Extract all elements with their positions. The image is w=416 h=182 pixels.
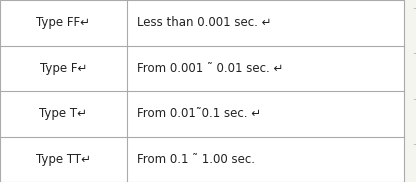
Text: From 0.1 ˜ 1.00 sec.: From 0.1 ˜ 1.00 sec. bbox=[137, 153, 255, 166]
Text: +: + bbox=[413, 95, 416, 104]
Text: +: + bbox=[413, 49, 416, 58]
Text: Type F↵: Type F↵ bbox=[40, 62, 87, 75]
Text: From 0.001 ˜ 0.01 sec. ↵: From 0.001 ˜ 0.01 sec. ↵ bbox=[137, 62, 284, 75]
Text: +: + bbox=[413, 4, 416, 13]
Text: Type TT↵: Type TT↵ bbox=[36, 153, 91, 166]
Text: Less than 0.001 sec. ↵: Less than 0.001 sec. ↵ bbox=[137, 16, 272, 29]
Text: Type FF↵: Type FF↵ bbox=[37, 16, 90, 29]
Text: Type T↵: Type T↵ bbox=[40, 107, 87, 120]
Text: +: + bbox=[413, 140, 416, 149]
Text: From 0.01˜0.1 sec. ↵: From 0.01˜0.1 sec. ↵ bbox=[137, 107, 261, 120]
